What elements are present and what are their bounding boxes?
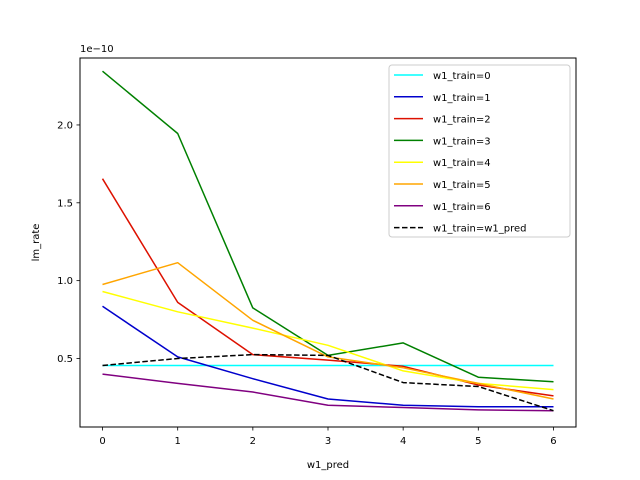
x-tick-label: 5 bbox=[475, 436, 481, 447]
legend-box bbox=[388, 64, 571, 238]
series-line-6 bbox=[102, 373, 554, 412]
y-axis-label: lm_rate bbox=[31, 224, 42, 262]
x-tick-label: 0 bbox=[99, 436, 105, 447]
legend-label-3: w1_train=3 bbox=[433, 136, 491, 147]
y-tick-label: 1.5 bbox=[57, 198, 73, 209]
x-axis-ticks: 0 1 2 3 4 5 6 bbox=[99, 427, 557, 447]
y-tick-label: 2.0 bbox=[57, 120, 73, 131]
legend-label-1: w1_train=1 bbox=[433, 93, 491, 104]
y-scale-label: 1e−10 bbox=[80, 44, 114, 55]
series-line-5 bbox=[102, 261, 554, 400]
legend-label-7: w1_train=w1_pred bbox=[433, 224, 526, 235]
legend: w1_train=0 w1_train=1 w1_train=2 w1_train=3… bbox=[388, 64, 571, 238]
x-tick-label: 4 bbox=[400, 436, 406, 447]
x-tick-label: 6 bbox=[550, 436, 556, 447]
legend-label-6: w1_train=6 bbox=[433, 202, 491, 213]
y-tick-label: 1.0 bbox=[57, 276, 73, 287]
x-tick-label: 2 bbox=[250, 436, 256, 447]
x-axis-label: w1_pred bbox=[307, 460, 349, 471]
x-tick-label: 3 bbox=[325, 436, 331, 447]
series-line-2 bbox=[101, 178, 554, 397]
legend-label-0: w1_train=0 bbox=[433, 71, 491, 82]
legend-label-2: w1_train=2 bbox=[433, 115, 491, 126]
x-tick-label: 1 bbox=[175, 436, 181, 447]
legend-label-5: w1_train=5 bbox=[433, 180, 491, 191]
series-line-1 bbox=[102, 305, 554, 408]
y-tick-label: 0.5 bbox=[57, 354, 73, 365]
legend-label-4: w1_train=4 bbox=[433, 158, 491, 169]
plot-lines bbox=[101, 70, 554, 412]
y-axis-ticks: 0.5 1.0 1.5 2.0 bbox=[57, 120, 80, 365]
series-line-7 bbox=[102, 353, 554, 412]
